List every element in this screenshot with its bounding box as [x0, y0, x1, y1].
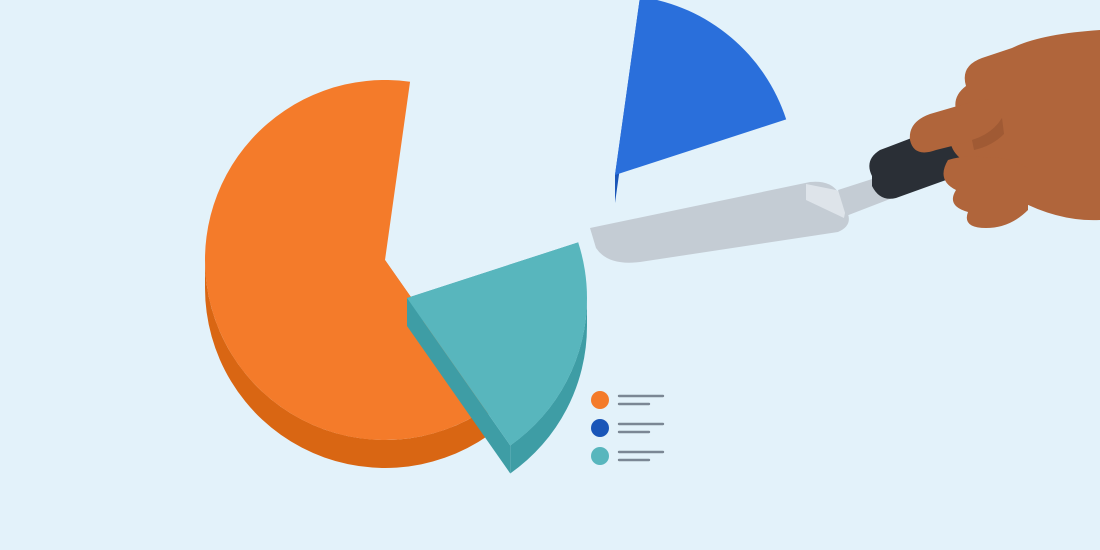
pie-chart-infographic — [0, 0, 1100, 550]
legend-swatch — [591, 447, 609, 465]
legend-swatch — [591, 419, 609, 437]
legend-swatch — [591, 391, 609, 409]
